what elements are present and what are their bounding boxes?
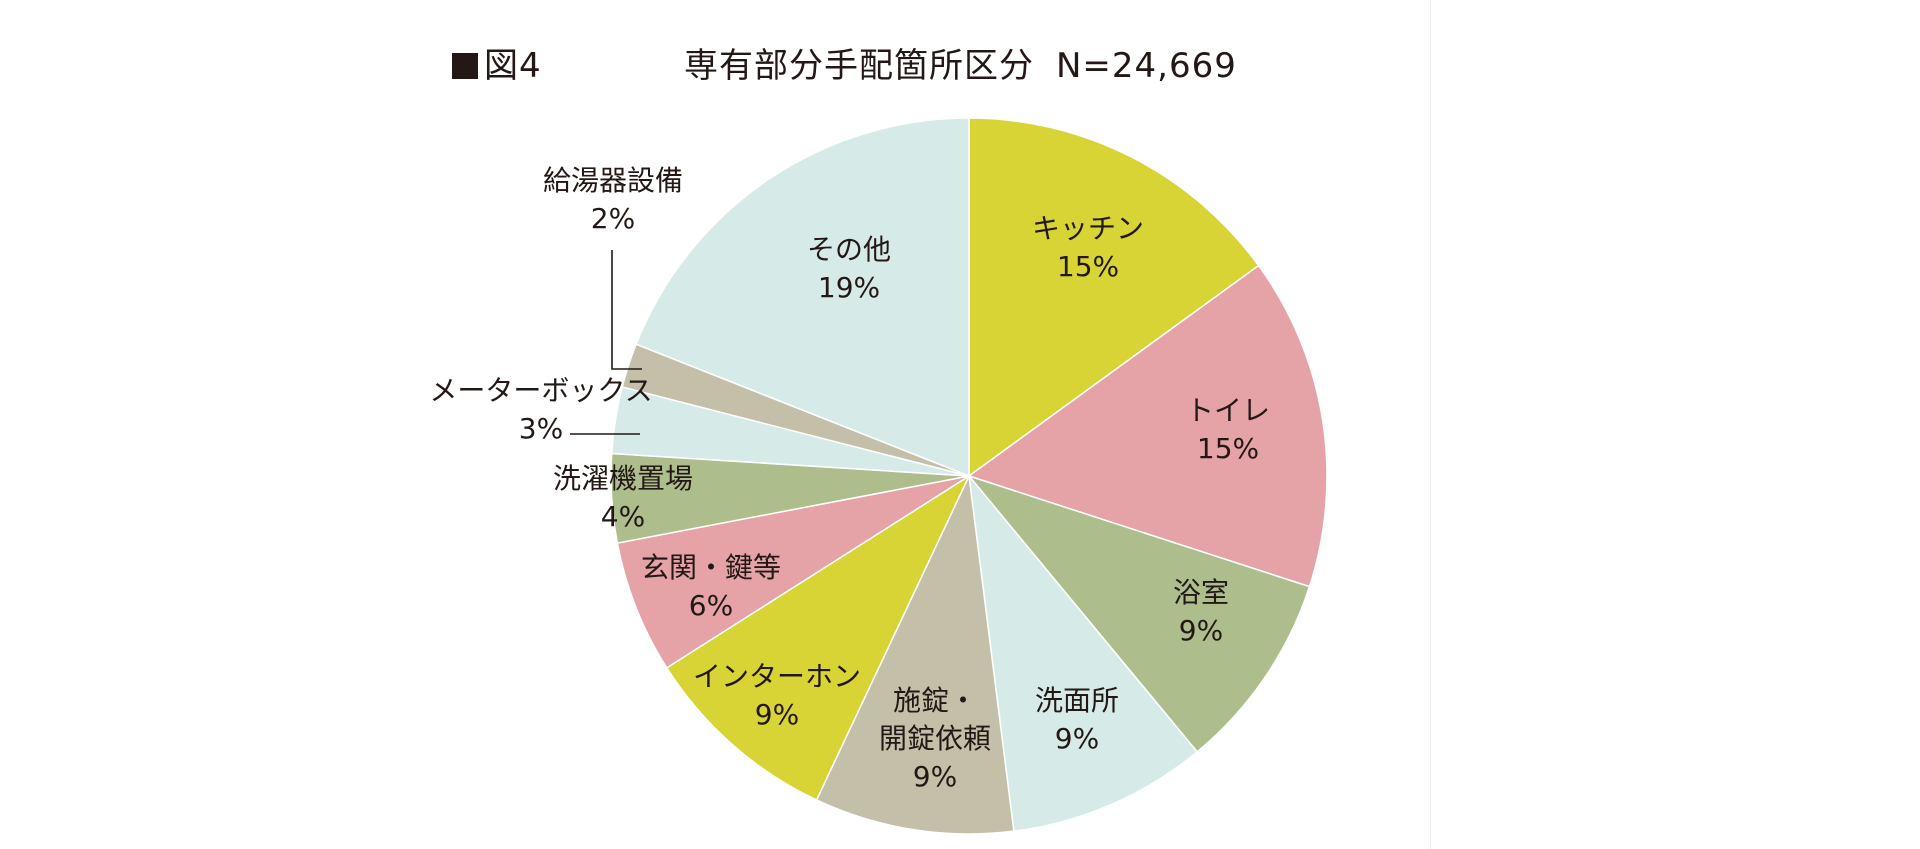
- slice-label-3: 浴室 9%: [1173, 576, 1229, 647]
- chart-title: 専有部分手配箇所区分 N=24,669: [684, 44, 1237, 88]
- pie-slice-2: [967, 264, 1328, 588]
- slice-label-1: キッチン 15%: [1032, 212, 1144, 283]
- slice-label-10: 給湯器設備 2%: [543, 164, 683, 235]
- slice-value-label: 6%: [689, 589, 733, 622]
- slice-labels: キッチン 15% トイレ 15% 浴室 9% 洗面所 9% 施錠・開錠依頼 9% インターホン 9% 玄…: [429, 164, 1270, 793]
- slice-label-11: その他 19%: [807, 233, 891, 304]
- page-divider: [1430, 0, 1431, 849]
- figure-label: 図4: [452, 44, 542, 88]
- slice-category-label: インターホン: [693, 660, 861, 693]
- slice-value-label: 9%: [755, 698, 799, 731]
- slice-category-label: その他: [807, 233, 891, 266]
- slice-category-label: 開錠依頼: [879, 722, 991, 755]
- figure-label-text: 図4: [484, 46, 542, 86]
- slice-value-label: 9%: [1055, 722, 1099, 755]
- slice-category-label: 玄関・鍵等: [641, 551, 781, 584]
- slice-category-label: 施錠・: [893, 684, 977, 717]
- sample-size-label: N=24,669: [1056, 46, 1237, 86]
- figure-square-marker: [452, 53, 478, 79]
- leader-lines: [570, 250, 642, 435]
- slice-category-label: トイレ: [1186, 394, 1270, 427]
- leader-line-10: [611, 250, 642, 370]
- pie-slice-3: [966, 474, 1311, 753]
- slice-category-label: 給湯器設備: [543, 164, 683, 197]
- chart-title-text: 専有部分手配箇所区分: [684, 46, 1034, 86]
- pie-slice-7: [616, 475, 970, 669]
- slice-value-label: 15%: [1197, 432, 1259, 465]
- pie-slice-6: [665, 473, 971, 801]
- slice-label-8: 洗濯機置場 4%: [553, 462, 693, 533]
- slice-category-label: メーターボックス: [429, 374, 652, 407]
- slice-value-label: 19%: [818, 271, 880, 304]
- slice-category-label: 浴室: [1173, 576, 1229, 609]
- slice-value-label: 9%: [913, 760, 957, 793]
- pie-slices: [610, 117, 1328, 835]
- slice-label-5: 施錠・開錠依頼 9%: [879, 684, 991, 793]
- slice-value-label: 2%: [591, 202, 635, 235]
- slice-value-label: 9%: [1179, 614, 1223, 647]
- slice-label-7: 玄関・鍵等 6%: [641, 551, 781, 622]
- pie-slice-5: [815, 473, 1015, 835]
- pie-slice-11: [635, 117, 970, 478]
- slice-value-label: 3%: [519, 412, 563, 445]
- slice-label-6: インターホン 9%: [693, 660, 861, 731]
- slice-value-label: 4%: [601, 500, 645, 533]
- slice-label-4: 洗面所 9%: [1035, 684, 1119, 755]
- slice-category-label: キッチン: [1032, 212, 1144, 245]
- slice-category-label: 洗面所: [1035, 684, 1119, 717]
- slice-label-2: トイレ 15%: [1186, 394, 1270, 465]
- pie-slice-4: [967, 473, 1199, 833]
- pie-slice-1: [968, 117, 1260, 478]
- slice-category-label: 洗濯機置場: [553, 462, 693, 495]
- slice-label-9: メーターボックス 3%: [429, 374, 652, 445]
- slice-value-label: 15%: [1057, 250, 1119, 283]
